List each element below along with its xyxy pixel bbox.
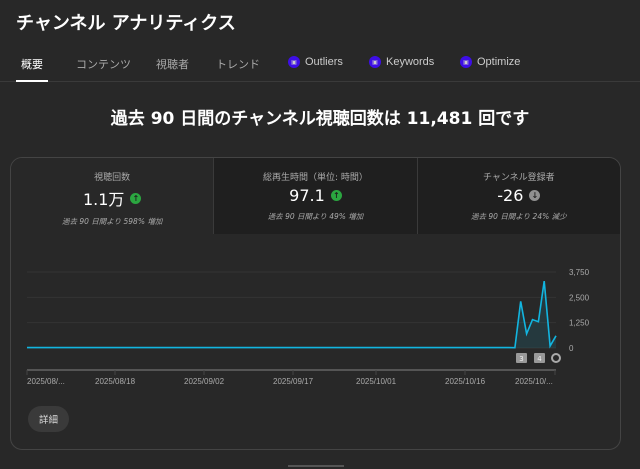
- tab-label: 視聴者: [156, 59, 189, 71]
- tab-bar: 概要 コンテンツ 視聴者 トレンド ▣ Outliers ▣ Keywords ▣ O…: [0, 48, 640, 82]
- x-tick-label: 2025/10/...: [515, 377, 553, 386]
- series-line: [27, 280, 557, 349]
- tab-label: Keywords: [386, 56, 435, 68]
- y-tick-label: 0: [569, 344, 574, 353]
- metric-comparison: 過去 90 日間より 49% 増加: [267, 212, 364, 221]
- active-tab-indicator: [16, 80, 48, 82]
- x-tick-label: 2025/08/...: [27, 377, 65, 386]
- metric-watch-time[interactable]: 総再生時間（単位: 時間） 97.1 ↑ 過去 90 日間より 49% 増加: [214, 158, 418, 234]
- metric-subscribers[interactable]: チャンネル登録者 -26 ↓ 過去 90 日間より 24% 減少: [417, 158, 620, 234]
- annotation-marker-label: 3: [519, 355, 523, 363]
- annotation-marker-label: 4: [537, 355, 542, 363]
- extension-badge-icon: ▣: [460, 56, 472, 68]
- metric-comparison: 過去 90 日間より 24% 減少: [471, 212, 567, 221]
- arrow-down-icon: ↓: [529, 190, 541, 201]
- x-tick-label: 2025/10/01: [356, 377, 397, 386]
- metric-label: チャンネル登録者: [482, 173, 555, 183]
- x-tick-label: 2025/09/02: [184, 377, 225, 386]
- tab-audience[interactable]: 視聴者: [156, 56, 189, 72]
- y-tick-label: 3,750: [569, 268, 590, 277]
- series-area: [27, 281, 556, 348]
- y-tick-label: 1,250: [569, 319, 590, 328]
- metric-comparison: 過去 90 日間より 598% 増加: [61, 217, 163, 226]
- x-tick-label: 2025/08/18: [95, 377, 136, 386]
- extension-badge-icon: ▣: [369, 56, 381, 68]
- tab-overview[interactable]: 概要: [16, 56, 48, 82]
- views-line-chart: 3,750 2,500 1,250 0 2025/08/... 2025/08/18 202…: [26, 268, 590, 386]
- metric-label: 総再生時間（単位: 時間）: [263, 173, 368, 183]
- tab-label: コンテンツ: [76, 59, 131, 71]
- metric-label: 視聴回数: [94, 173, 131, 183]
- page-title: チャンネル アナリティクス: [16, 13, 236, 34]
- tab-label: Outliers: [305, 56, 343, 68]
- extension-badge-icon: ▣: [288, 56, 300, 68]
- y-tick-label: 2,500: [569, 293, 590, 302]
- tab-label: 概要: [21, 59, 43, 71]
- analytics-card: 視聴回数 1.1万 ↑ 過去 90 日間より 598% 増加 総再生時間（単位: …: [10, 157, 621, 450]
- summary-headline: 過去 90 日間のチャンネル視聴回数は 11,481 回です: [110, 109, 530, 129]
- tab-optimize[interactable]: ▣ Optimize: [460, 56, 520, 68]
- tab-keywords[interactable]: ▣ Keywords: [369, 56, 434, 68]
- link-icon: [551, 353, 561, 363]
- metric-value: -26: [497, 186, 524, 205]
- arrow-up-icon: ↑: [130, 192, 142, 204]
- tab-outliers[interactable]: ▣ Outliers: [288, 56, 343, 68]
- x-tick-label: 2025/10/16: [445, 377, 486, 386]
- annotation-marker: [516, 353, 527, 363]
- metric-value: 97.1: [289, 186, 325, 205]
- arrow-up-icon: ↑: [330, 190, 342, 201]
- tab-label: Optimize: [477, 56, 521, 68]
- metric-views[interactable]: 視聴回数 1.1万 ↑ 過去 90 日間より 598% 増加: [11, 158, 215, 234]
- drag-handle[interactable]: [288, 465, 344, 467]
- x-tick-label: 2025/09/17: [273, 377, 314, 386]
- tab-trends[interactable]: トレンド: [216, 56, 260, 72]
- details-button[interactable]: 詳細: [28, 406, 69, 432]
- tab-content[interactable]: コンテンツ: [76, 56, 131, 72]
- annotation-marker: [534, 353, 545, 363]
- tab-label: トレンド: [216, 59, 260, 71]
- metric-value: 1.1万: [82, 190, 125, 209]
